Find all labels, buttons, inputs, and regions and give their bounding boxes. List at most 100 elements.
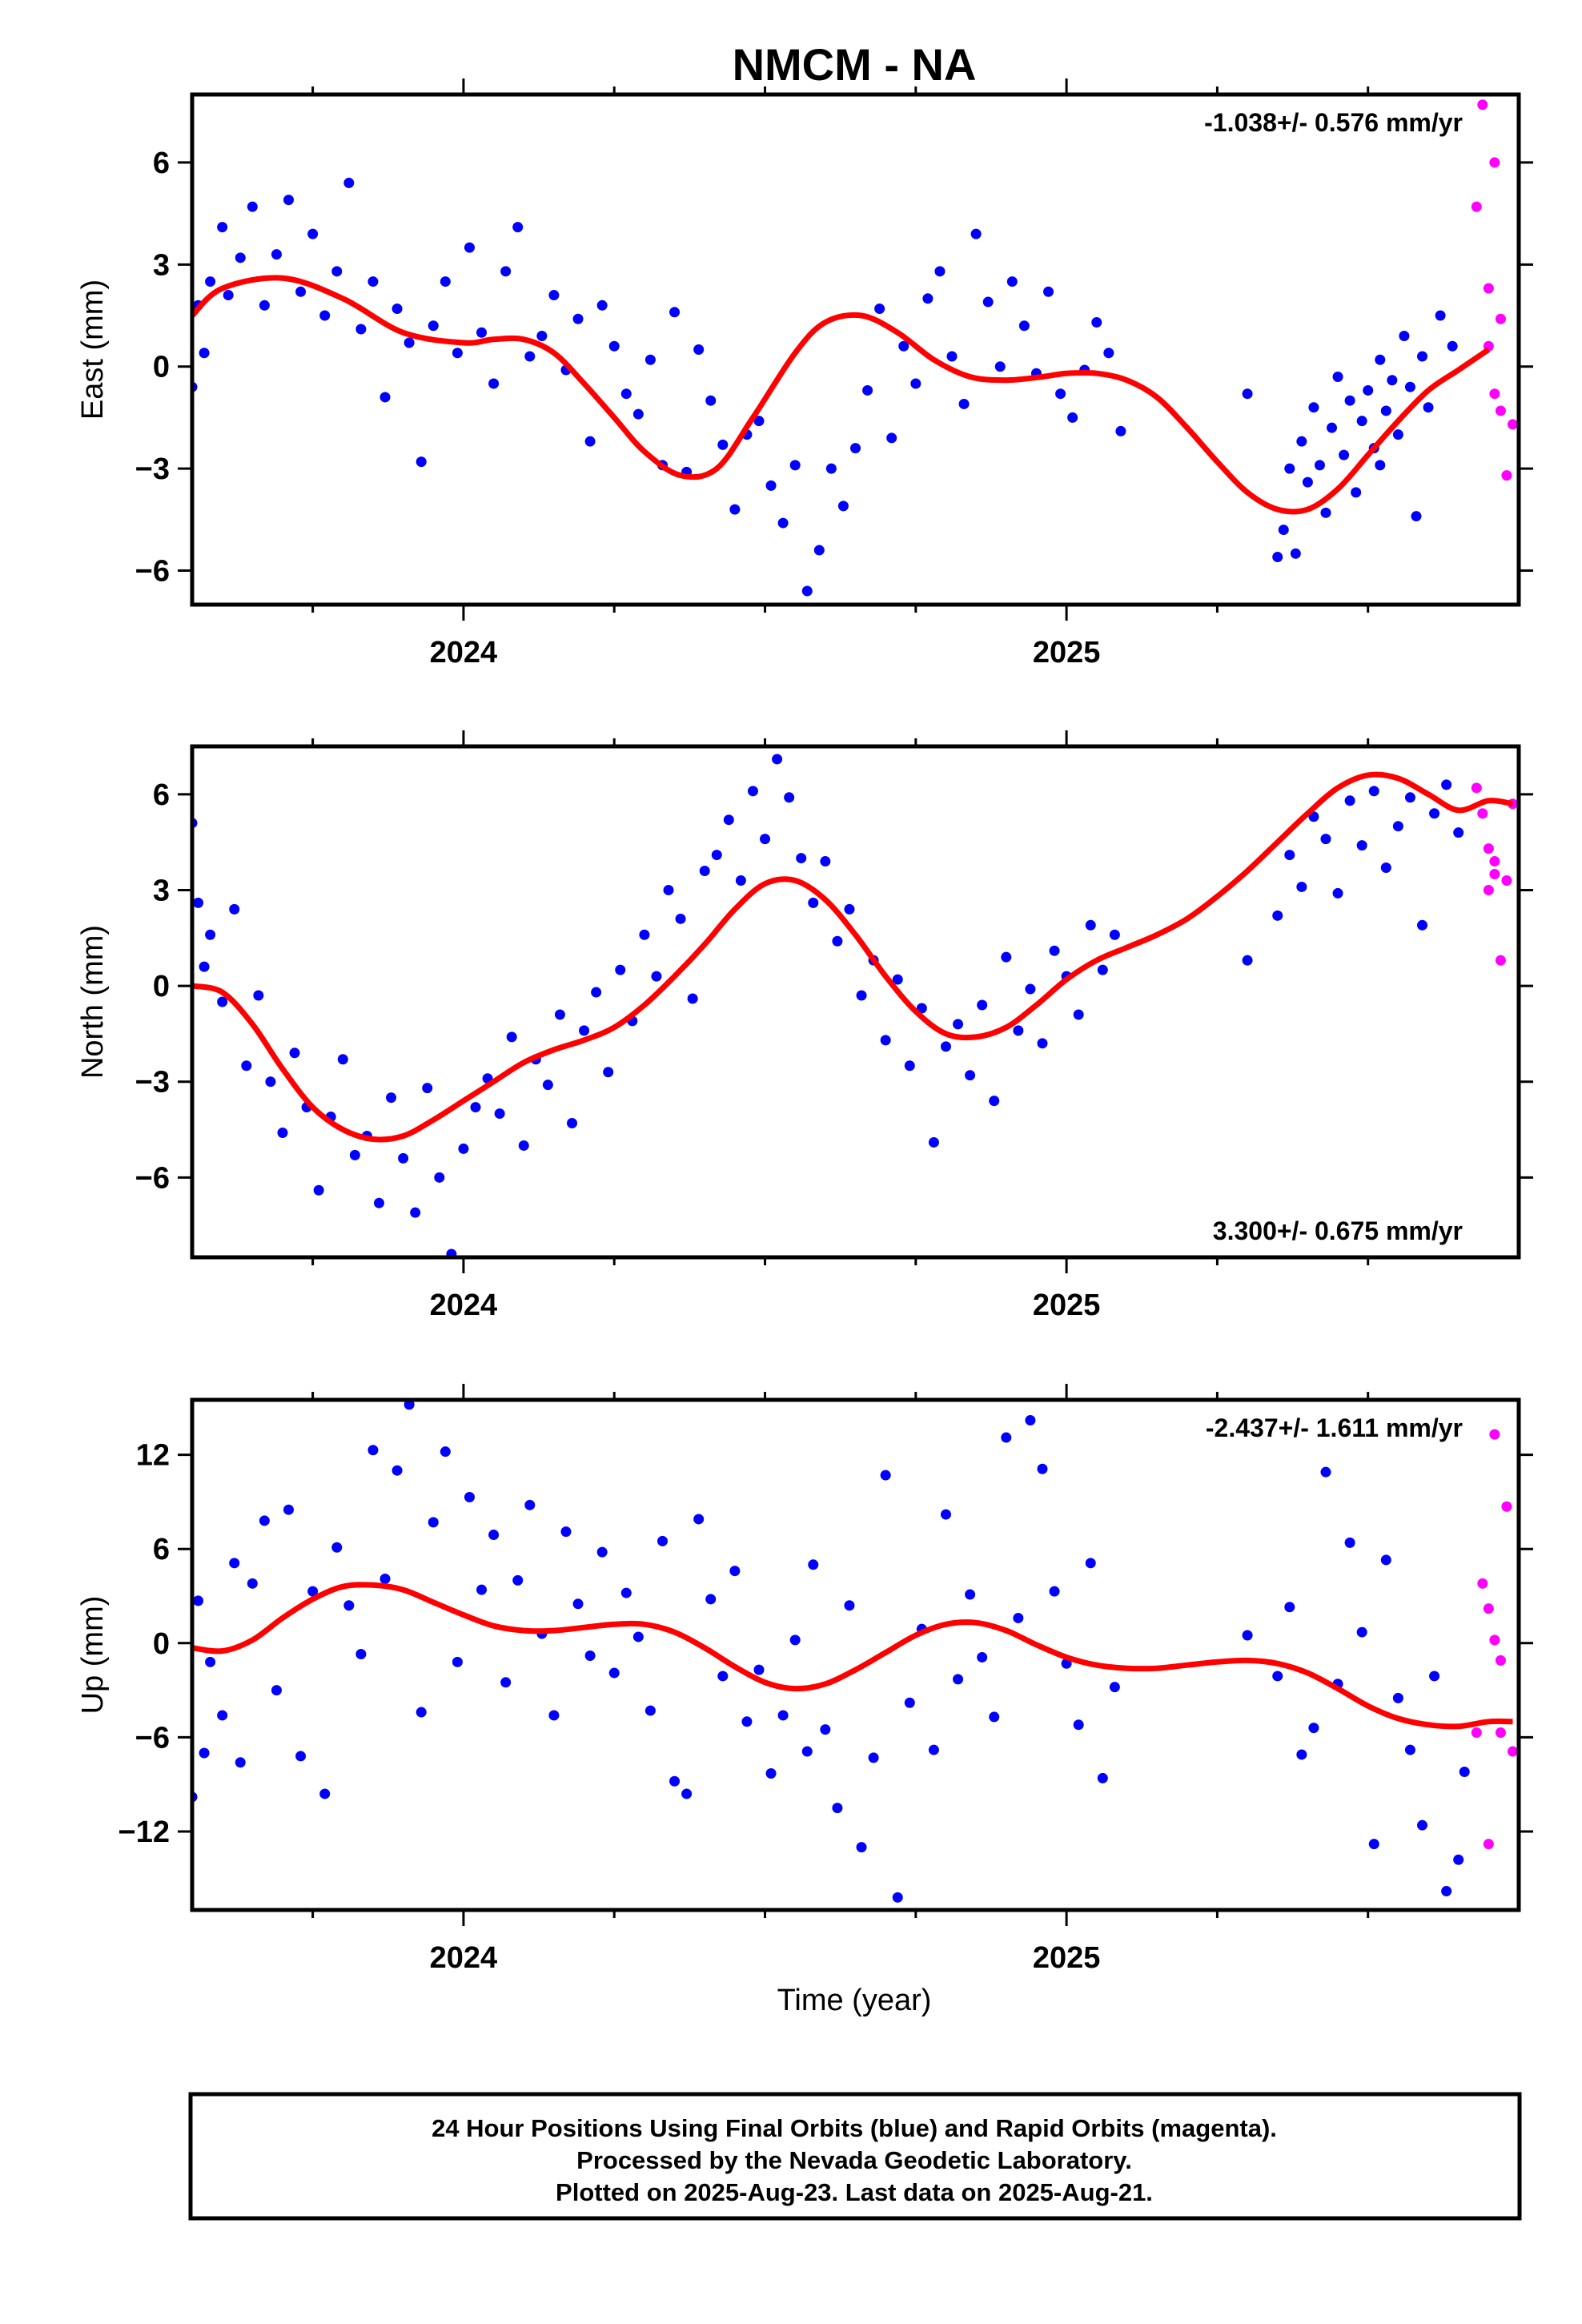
- final-orbit-point: [307, 1586, 319, 1597]
- final-orbit-point: [796, 853, 807, 864]
- rapid-orbit-point: [1483, 884, 1494, 895]
- final-orbit-point: [711, 850, 722, 861]
- final-orbit-point: [965, 1589, 976, 1600]
- final-orbit-point: [669, 307, 681, 318]
- final-orbit-point: [820, 856, 831, 867]
- footer-frame: [188, 2092, 1522, 2221]
- final-orbit-point: [880, 1470, 891, 1481]
- rapid-orbit-point: [1489, 388, 1500, 400]
- final-orbit-point: [928, 1744, 939, 1755]
- final-orbit-point: [476, 1584, 488, 1595]
- final-orbit-point: [669, 1775, 681, 1787]
- final-orbit-point: [789, 1634, 801, 1646]
- final-orbit-point: [379, 1573, 391, 1584]
- final-orbit-point: [644, 354, 656, 365]
- final-orbit-point: [687, 993, 698, 1004]
- final-orbit-point: [615, 964, 626, 975]
- final-orbit-point: [1441, 1885, 1452, 1896]
- final-orbit-point: [1344, 1537, 1355, 1548]
- final-orbit-point: [813, 545, 825, 556]
- final-orbit-point: [898, 340, 909, 352]
- final-orbit-point: [717, 439, 729, 450]
- final-orbit-point: [355, 1649, 367, 1660]
- final-orbit-point: [777, 1710, 789, 1721]
- final-orbit-point: [343, 1600, 355, 1611]
- footer-line-3: Plotted on 2025-Aug-23. Last data on 202…: [556, 2178, 1153, 2206]
- final-orbit-point: [777, 517, 789, 529]
- final-orbit-point: [1332, 371, 1343, 382]
- plot-frame: [190, 744, 1521, 1260]
- rapid-orbit-point: [1489, 157, 1500, 168]
- final-orbit-point: [1085, 1558, 1096, 1569]
- rapid-orbit-point: [1489, 1634, 1500, 1646]
- final-orbit-point: [416, 456, 427, 468]
- y-tick-label: −3: [135, 452, 170, 486]
- plot-frame: [190, 1397, 1521, 1912]
- final-orbit-point: [1025, 983, 1036, 995]
- final-orbit-point: [1375, 460, 1386, 471]
- final-orbit-point: [391, 304, 403, 315]
- final-orbit-point: [1411, 511, 1422, 522]
- final-orbit-point: [464, 242, 475, 253]
- final-orbit-point: [404, 1400, 415, 1410]
- final-orbit-point: [283, 1504, 295, 1515]
- final-orbit-point: [717, 1671, 729, 1682]
- final-orbit-point: [1320, 834, 1331, 845]
- final-orbit-point: [217, 222, 228, 233]
- rapid-orbit-point: [1471, 1727, 1482, 1739]
- final-orbit-point: [560, 1526, 572, 1538]
- fit-curve: [192, 1582, 1513, 1730]
- final-orbit-point: [458, 1143, 469, 1154]
- final-orbit-point: [295, 1751, 307, 1762]
- final-orbit-point: [567, 1118, 578, 1129]
- final-orbit-point: [1242, 955, 1253, 966]
- final-orbit-point: [1327, 422, 1338, 433]
- east-panel: 6 3 0 −3 −6 2024 2025 East (mm) -1.038+/- 0.576 …: [76, 78, 1533, 669]
- y-axis-label: East (mm): [76, 279, 110, 420]
- final-orbit-point: [1392, 1692, 1403, 1703]
- final-orbit-point: [1272, 552, 1283, 563]
- final-orbit-point: [452, 348, 463, 359]
- final-orbit-point: [1453, 1854, 1464, 1865]
- rapid-orbit-point: [1507, 1746, 1518, 1757]
- final-orbit-point: [820, 1724, 831, 1735]
- final-orbit-point: [1043, 286, 1054, 297]
- final-orbit-point: [386, 1092, 397, 1104]
- final-orbit-point: [928, 1136, 939, 1148]
- final-orbit-point: [373, 1197, 384, 1208]
- final-orbit-point: [1447, 340, 1458, 352]
- final-orbit-point: [705, 395, 717, 406]
- rapid-orbit-point: [1501, 470, 1512, 481]
- final-orbit-point: [651, 971, 662, 982]
- final-orbit-point: [253, 990, 264, 1001]
- final-orbit-point: [1399, 331, 1410, 342]
- final-orbit-point: [548, 1710, 560, 1721]
- final-orbit-point: [1109, 1682, 1120, 1693]
- final-orbit-point: [1085, 919, 1096, 931]
- final-orbit-point: [765, 1767, 777, 1779]
- rapid-orbit-point: [1477, 99, 1488, 111]
- final-orbit-point: [1302, 476, 1313, 488]
- final-orbit-point: [554, 1009, 565, 1020]
- rapid-orbit-point: [1501, 875, 1512, 886]
- final-orbit-point: [1001, 1432, 1012, 1443]
- final-orbit-point: [1339, 449, 1350, 460]
- rate-annotation: -1.038+/- 0.576 mm/yr: [1204, 108, 1463, 137]
- final-orbit-point: [307, 228, 319, 239]
- final-orbit-point: [904, 1060, 915, 1072]
- final-orbit-point: [1284, 1602, 1295, 1613]
- final-orbit-point: [693, 344, 705, 355]
- x-axis-label: Time (year): [777, 1984, 932, 2017]
- final-orbit-point: [1356, 416, 1367, 427]
- points-layer: [192, 1400, 1518, 1903]
- final-orbit-point: [965, 1070, 976, 1081]
- final-orbit-point: [355, 324, 367, 335]
- final-orbit-point: [422, 1083, 433, 1094]
- final-orbit-point: [277, 1127, 288, 1138]
- final-orbit-point: [1423, 402, 1434, 413]
- final-orbit-point: [313, 1184, 324, 1196]
- final-orbit-point: [1296, 436, 1307, 447]
- rapid-orbit-point: [1495, 1655, 1506, 1666]
- final-orbit-point: [1073, 1719, 1084, 1731]
- final-orbit-point: [880, 1035, 891, 1046]
